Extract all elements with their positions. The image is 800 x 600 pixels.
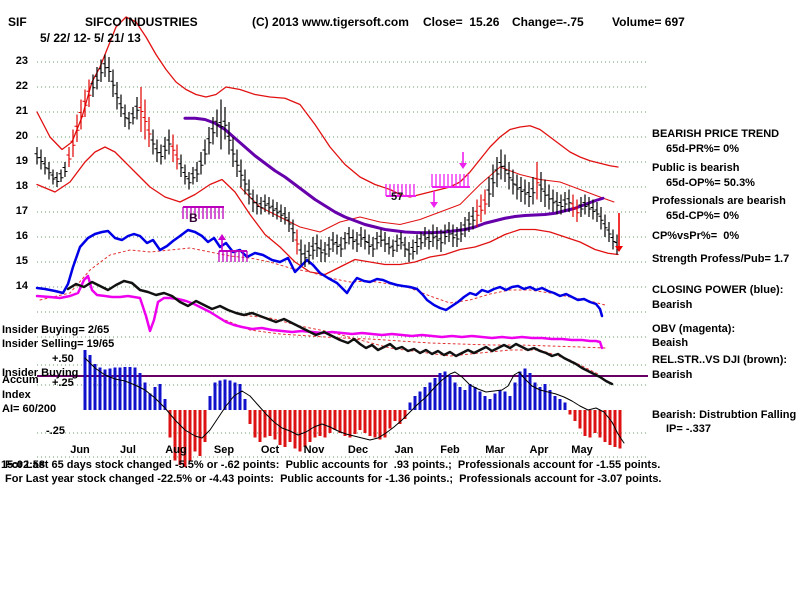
summary-line-65days: For Last 65 days stock changed -5.5% or … <box>5 459 661 471</box>
close-value: Close= 15.26 <box>423 15 500 29</box>
x-axis-month-label: May <box>571 444 593 456</box>
cp-vs-pr: CP%vsPr%= 0% <box>652 230 740 242</box>
price-axis-label: 15 <box>15 255 28 267</box>
change-value: Change=-.75 <box>512 15 584 29</box>
price-axis-label: 23 <box>15 55 28 67</box>
rel-str-state: Bearish <box>652 369 693 381</box>
x-axis-month-label: Mar <box>485 444 505 456</box>
insider-selling-count: Insider Selling= 19/65 <box>2 338 115 350</box>
closing-power-state: Bearish <box>652 299 693 311</box>
volume-value: Volume= 697 <box>612 15 685 29</box>
price-axis-label: 22 <box>15 80 28 92</box>
x-axis-month-label: Oct <box>260 444 280 456</box>
copyright-text: (C) 2013 www.tigersoft.com <box>252 15 409 29</box>
distribution-state: Bearish: Distrubtion Falling <box>652 409 797 421</box>
public-state: Public is bearish <box>652 162 740 174</box>
date-range: 5/ 22/ 12- 5/ 21/ 13 <box>40 31 141 45</box>
x-axis-month-label: Nov <box>303 444 325 456</box>
price-axis-label: 20 <box>15 130 28 142</box>
trend-title: BEARISH PRICE TREND <box>652 128 780 140</box>
timestamp: 15:02:58 <box>1 459 46 471</box>
chart-annotation-text: 57 <box>391 191 403 203</box>
price-axis-label: 16 <box>15 230 28 242</box>
x-axis-month-label: Jun <box>70 444 90 456</box>
insider-buying-count: Insider Buying= 2/65 <box>2 324 110 336</box>
price-axis-label: 18 <box>15 180 28 192</box>
professionals-state: Professionals are bearish <box>652 195 786 207</box>
ip-value: IP= -.337 <box>666 423 711 435</box>
obv-state: Beaish <box>652 337 689 349</box>
strength-ratio: Strength Profess/Pub= 1.7 <box>652 253 790 265</box>
pr-percent: 65d-PR%= 0% <box>666 143 740 155</box>
index-label: Index <box>2 389 31 401</box>
x-axis-month-label: Feb <box>440 444 460 456</box>
price-axis-label: 14 <box>15 280 28 292</box>
x-axis-month-label: Dec <box>347 444 369 456</box>
x-axis-month-label: Apr <box>529 444 549 456</box>
price-axis-label: 21 <box>15 105 28 117</box>
summary-line-year: For Last year stock changed -22.5% or -4… <box>5 473 662 485</box>
cp-percent: 65d-CP%= 0% <box>666 210 740 222</box>
price-axis-label: 19 <box>15 155 28 167</box>
x-axis-month-label: Jan <box>394 444 414 456</box>
scale-minus25: -.25 <box>46 425 65 437</box>
x-axis-month-label: Aug <box>165 444 187 456</box>
chart-annotation-text: B <box>189 211 198 225</box>
x-axis-month-label: Jul <box>120 444 136 456</box>
insider-buying-label: Insider Buying <box>2 367 79 379</box>
obv-label: OBV (magenta): <box>652 323 736 335</box>
rel-str-label: REL.STR..VS DJI (brown): <box>652 354 788 366</box>
ai-value: AI= 60/200 <box>2 403 57 415</box>
scale-plus25: +.25 <box>52 377 74 389</box>
ticker-symbol: SIF <box>8 15 27 29</box>
company-name: SIFCO INDUSTRIES <box>85 15 198 29</box>
op-percent: 65d-OP%= 50.3% <box>666 177 755 189</box>
scale-plus50: +.50 <box>52 353 74 365</box>
x-axis-month-label: Sep <box>213 444 235 456</box>
closing-power-label: CLOSING POWER (blue): <box>652 284 784 296</box>
accum-label: Accum <box>2 374 39 386</box>
price-axis-label: 17 <box>15 205 28 217</box>
